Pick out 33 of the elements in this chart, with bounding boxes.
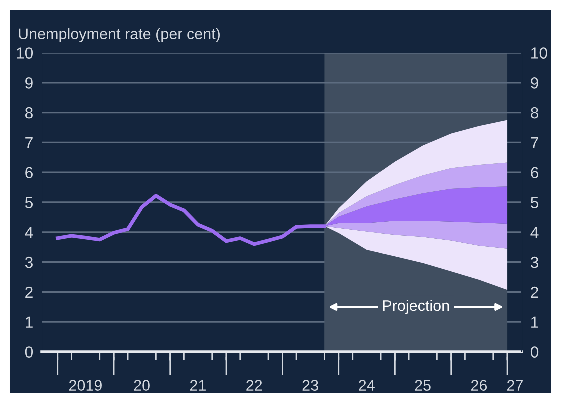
y-tick-label: 9 <box>26 78 33 89</box>
y2-tick-label: 10 <box>532 48 548 59</box>
x-tick-label: 20 <box>134 380 150 391</box>
y2-tick-label: 4 <box>530 227 539 238</box>
y2-tick-label: 5 <box>530 197 539 208</box>
x-tick-label: 2019 <box>69 380 102 391</box>
x-tick-label: 23 <box>302 380 318 391</box>
x-tick-label: 24 <box>359 380 375 391</box>
y2-tick-label: 1 <box>532 316 538 328</box>
y2-tick-label: 7 <box>531 138 538 148</box>
y-axis-title: Unemployment rate (per cent) <box>19 28 220 43</box>
y-tick-label: 10 <box>17 48 34 59</box>
y-tick-label: 6 <box>26 167 33 179</box>
band-label: Projection <box>383 300 450 314</box>
y-tick-label: 0 <box>25 346 34 358</box>
y2-tick-label: 0 <box>530 346 539 358</box>
y-tick-label: 7 <box>26 138 33 148</box>
y-tick-label: 8 <box>25 107 33 119</box>
x-tick-label: 22 <box>246 380 262 391</box>
y2-tick-label: 8 <box>531 107 539 119</box>
x-tick-label: 27 <box>508 380 523 391</box>
x-tick-label: 21 <box>190 380 206 391</box>
y2-tick-label: 2 <box>531 286 538 298</box>
y-tick-label: 2 <box>26 286 33 298</box>
y2-tick-label: 6 <box>531 167 539 179</box>
x-tick-label: 26 <box>471 380 488 391</box>
y-tick-label: 3 <box>25 256 33 268</box>
y-tick-label: 4 <box>25 227 34 238</box>
y-tick-label: 5 <box>25 197 33 208</box>
x-tick-label: 25 <box>415 380 431 391</box>
y2-tick-label: 3 <box>530 256 539 268</box>
y2-tick-label: 9 <box>531 78 538 89</box>
y-tick-label: 1 <box>26 316 33 328</box>
